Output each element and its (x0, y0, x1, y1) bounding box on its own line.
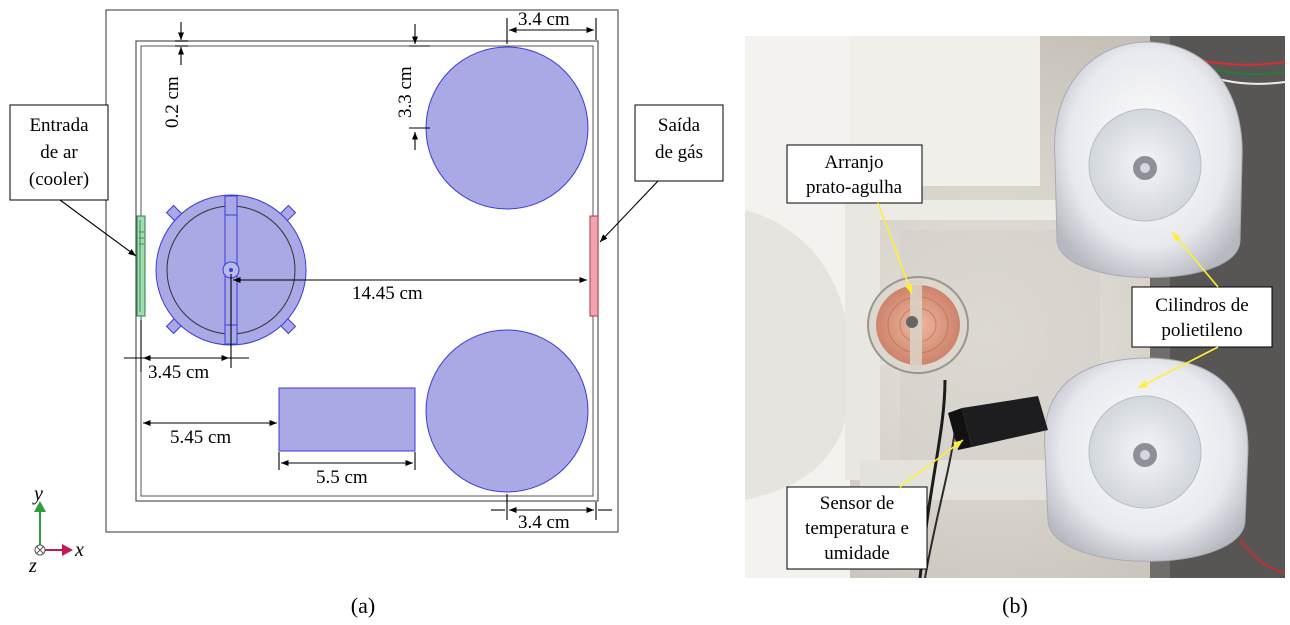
photo-label-cylinders: Cilindros de polietileno (1131, 231, 1273, 389)
outlet-label-line2: de gás (655, 142, 703, 163)
dim-5-5: 5.5 cm (316, 467, 368, 488)
sensor-label-line2: temperatura e (805, 518, 909, 539)
photo-electrode (867, 276, 969, 374)
panel-b-photo: Arranjo prato-agulha Cilindros de poliet… (745, 36, 1285, 618)
cylinder-top-circle (425, 46, 589, 210)
needle-label-line2: prato-agulha (806, 177, 903, 198)
outlet-callout: Saída de gás (599, 104, 724, 243)
electrode-assembly (155, 194, 307, 346)
sensor-label-line3: umidade (824, 543, 889, 564)
dimension-lines (124, 18, 612, 520)
inlet-label-line1: Entrada (29, 115, 89, 136)
outlet-label-line1: Saída (658, 115, 701, 136)
dim-0-2: 0.2 cm (162, 76, 183, 128)
axis-z-label: z (28, 555, 37, 577)
inlet-label-line2: de ar (40, 142, 78, 163)
dim-5-45: 5.45 cm (170, 427, 231, 448)
outer-boundary (105, 9, 619, 533)
dimension-labels: 3.4 cm 0.2 cm 3.3 cm 14.45 cm 3.45 cm 5.… (148, 9, 570, 533)
photo-label-needle: Arranjo prato-agulha (786, 144, 923, 295)
needle-label-line1: Arranjo (824, 152, 883, 173)
dim-3-4-top: 3.4 cm (518, 9, 570, 30)
caption-b: (b) (1002, 593, 1028, 618)
cylinders-label-line1: Cilindros de (1155, 295, 1248, 316)
inlet-callout: Entrada de ar (cooler) (9, 104, 137, 257)
sensor-label-line1: Sensor de (820, 493, 894, 514)
axis-x-label: x (74, 539, 84, 561)
axis-y-label: y (32, 483, 43, 505)
photo-label-sensor: Sensor de temperatura e umidade (786, 439, 964, 570)
cylinders-label-line2: polietileno (1161, 320, 1242, 341)
photo-sensor (948, 396, 1048, 450)
dim-14-45: 14.45 cm (352, 283, 423, 304)
caption-a: (a) (351, 593, 375, 618)
panel-a-schematic: 3.4 cm 0.2 cm 3.3 cm 14.45 cm 3.45 cm 5.… (9, 9, 724, 618)
dim-3-45: 3.45 cm (148, 362, 209, 383)
dim-3-4-bottom: 3.4 cm (518, 512, 570, 533)
air-inlet-port (136, 215, 146, 317)
gas-outlet-port (589, 215, 599, 317)
cylinder-bottom-circle (425, 329, 589, 493)
axis-triad: y x z (28, 483, 84, 577)
dim-3-3: 3.3 cm (395, 66, 416, 118)
sensor-rect (278, 387, 416, 452)
inlet-label-line3: (cooler) (29, 169, 89, 190)
photo-cylinder-bottom (1044, 357, 1249, 562)
photo-cylinder-top (1053, 41, 1243, 278)
